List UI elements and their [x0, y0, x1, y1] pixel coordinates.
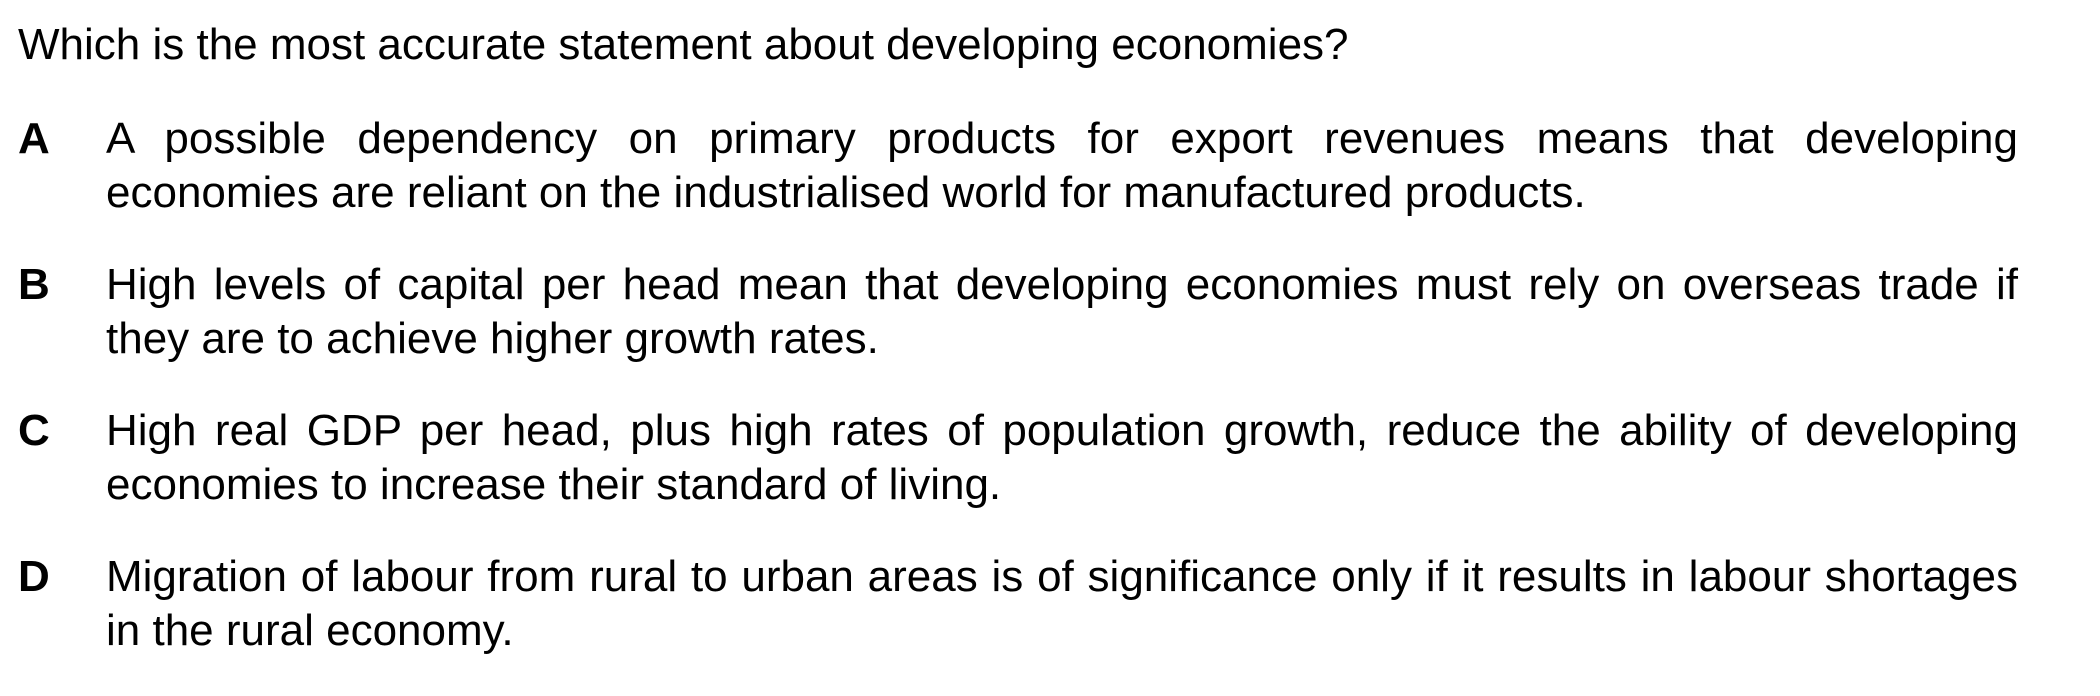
option-b: B High levels of capital per head mean t… [18, 258, 2018, 366]
option-c: C High real GDP per head, plus high rate… [18, 404, 2018, 512]
option-c-letter: C [18, 406, 50, 455]
option-b-letter: B [18, 260, 50, 309]
option-c-text: High real GDP per head, plus high rates … [106, 406, 2018, 509]
question-stem: Which is the most accurate statement abo… [18, 20, 1349, 69]
option-a-letter: A [18, 114, 50, 163]
option-a: A A possible dependency on primary produ… [18, 112, 2018, 220]
option-b-text: High levels of capital per head mean tha… [106, 260, 2018, 363]
option-d: D Migration of labour from rural to urba… [18, 550, 2018, 658]
option-d-text: Migration of labour from rural to urban … [106, 552, 2018, 655]
answer-options: A A possible dependency on primary produ… [18, 112, 2018, 696]
option-d-letter: D [18, 552, 50, 601]
option-a-text: A possible dependency on primary product… [106, 114, 2018, 217]
